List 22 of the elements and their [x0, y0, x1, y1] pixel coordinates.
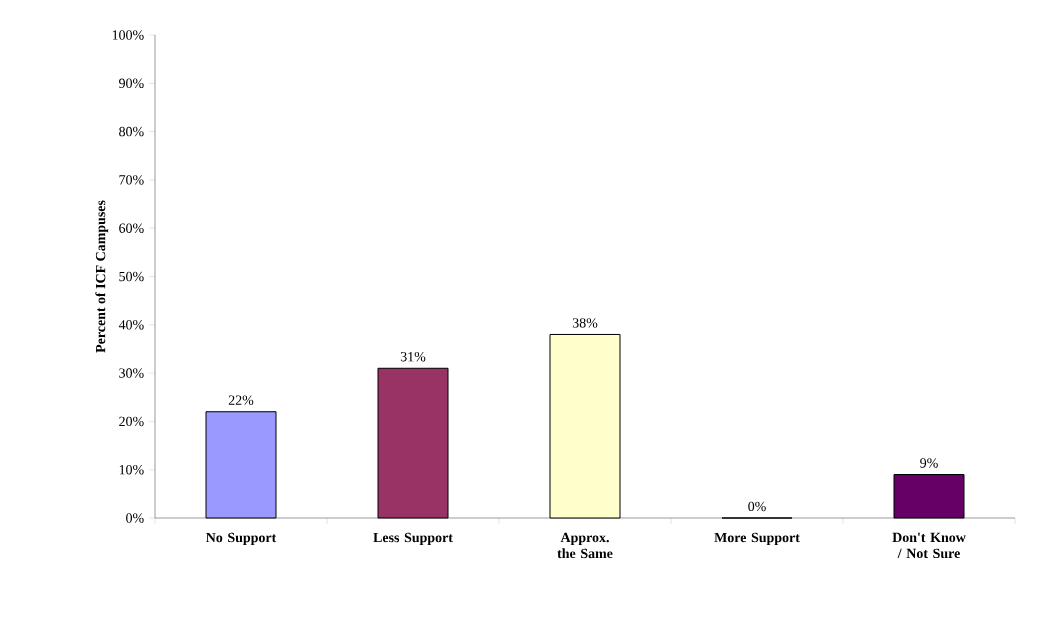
y-tick-label: 80% [119, 126, 144, 137]
x-tick-label: Less Support [373, 532, 453, 546]
y-axis-title: Percent of ICF Campuses [95, 200, 109, 353]
x-tick-label: Approx. the Same [557, 532, 613, 559]
y-tick-label: 10% [119, 464, 144, 475]
y-tick-label: 90% [119, 78, 144, 89]
x-tick-label: Don't Know / Not Sure [892, 532, 966, 559]
y-tick-label: 20% [119, 416, 144, 427]
data-label: 9% [920, 458, 938, 468]
data-label: 0% [748, 501, 766, 512]
data-label: 31% [400, 351, 426, 362]
y-tick-label: 60% [119, 223, 144, 233]
x-tick-label: No Support [206, 532, 277, 546]
y-tick-label: 30% [119, 368, 144, 378]
y-tick-label: 40% [118, 320, 144, 330]
y-tick-label: 70% [119, 175, 144, 185]
y-tick-label: 100% [112, 30, 144, 40]
y-tick-label: 0% [126, 513, 144, 523]
x-tick-label: More Support [714, 532, 800, 546]
y-tick-label: 50% [119, 271, 144, 282]
data-label: 38% [572, 318, 598, 328]
data-label: 22% [228, 395, 254, 405]
